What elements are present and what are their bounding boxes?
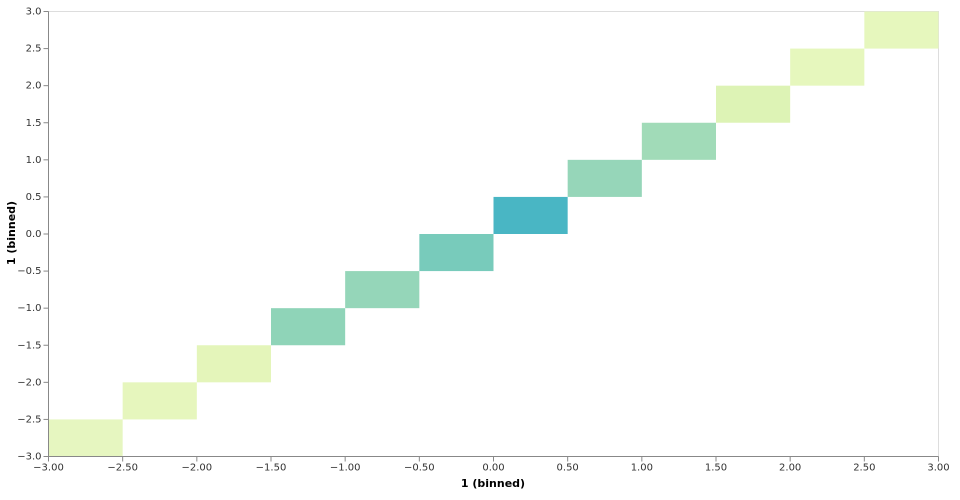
y-tick-label: −1.5 xyxy=(17,340,41,351)
x-tick-label: −0.50 xyxy=(404,463,435,474)
y-tick-label: 1.0 xyxy=(26,155,42,166)
y-tick-label: 3.0 xyxy=(26,7,42,18)
heatmap-cell xyxy=(641,122,716,160)
heatmap-cell xyxy=(716,85,791,123)
x-tick-label: 3.00 xyxy=(927,463,949,474)
x-tick-label: −1.00 xyxy=(330,463,361,474)
x-tick-label: −2.00 xyxy=(182,463,213,474)
x-tick-label: 0.50 xyxy=(557,463,579,474)
heatmap-cell xyxy=(122,382,197,420)
y-tick-label: 0.0 xyxy=(26,229,42,240)
x-tick-label: −2.50 xyxy=(107,463,138,474)
heatmap-cell xyxy=(271,308,346,346)
x-tick-label: 2.50 xyxy=(853,463,875,474)
y-tick-label: −3.0 xyxy=(17,452,41,463)
heatmap-cell xyxy=(493,196,568,234)
x-tick-label: −3.00 xyxy=(33,463,64,474)
y-tick-label: 1.5 xyxy=(26,118,42,129)
heatmap-cell xyxy=(196,345,271,383)
heatmap-cell xyxy=(567,159,642,197)
x-tick-label: −1.50 xyxy=(256,463,287,474)
y-tick-label: −0.5 xyxy=(17,266,41,277)
x-tick-label: 1.00 xyxy=(631,463,653,474)
y-tick-label: 2.0 xyxy=(26,81,42,92)
heatmap-cell xyxy=(864,11,939,49)
x-tick-label: 1.50 xyxy=(705,463,727,474)
y-tick-label: −2.5 xyxy=(17,414,41,425)
x-tick-label: 0.00 xyxy=(482,463,504,474)
heatmap-cell xyxy=(48,419,123,457)
y-axis-title: 1 (binned) xyxy=(5,201,18,265)
heatmap-cell xyxy=(345,271,420,309)
y-tick-label: −1.0 xyxy=(17,303,41,314)
y-tick-label: −2.0 xyxy=(17,377,41,388)
x-axis-title: 1 (binned) xyxy=(461,477,525,490)
x-tick-label: 2.00 xyxy=(779,463,801,474)
heatmap-cell xyxy=(419,234,494,272)
y-tick-label: 2.5 xyxy=(26,44,42,55)
heatmap-cell xyxy=(790,48,865,86)
y-tick-label: 0.5 xyxy=(26,192,42,203)
